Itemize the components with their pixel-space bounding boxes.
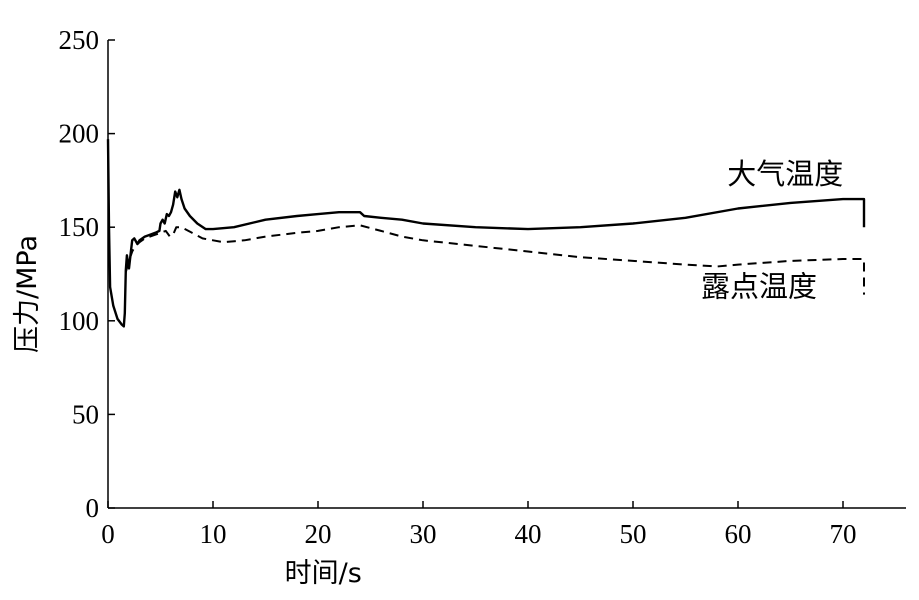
- y-tick-label: 0: [86, 493, 100, 523]
- x-tick-label: 40: [515, 519, 542, 549]
- y-tick-label: 100: [59, 306, 100, 336]
- y-tick-label: 50: [72, 399, 99, 429]
- x-axis-title: 时间/s: [285, 558, 362, 589]
- x-tick-label: 10: [200, 519, 227, 549]
- y-tick-label: 150: [59, 212, 100, 242]
- y-axis-ticks: 0 50 100 150 200 250: [59, 25, 115, 523]
- axes: [107, 40, 906, 509]
- y-tick-label: 200: [59, 119, 100, 149]
- series-layer: [106, 139, 866, 328]
- x-tick-label: 30: [410, 519, 437, 549]
- y-tick-label: 250: [59, 25, 100, 55]
- series-label-1: 露点温度: [701, 269, 817, 303]
- x-tick-label: 60: [725, 519, 752, 549]
- x-tick-label: 0: [101, 519, 115, 549]
- series-line-0: [106, 139, 866, 328]
- y-axis-title: 压力/MPa: [12, 235, 43, 353]
- x-tick-label: 50: [620, 519, 647, 549]
- x-axis-ticks: 0 10 20 30 40 50 60 70: [101, 501, 857, 549]
- series-line-1: [124, 224, 865, 295]
- x-tick-label: 20: [305, 519, 332, 549]
- x-tick-label: 70: [830, 519, 857, 549]
- series-label-0: 大气温度: [727, 157, 843, 191]
